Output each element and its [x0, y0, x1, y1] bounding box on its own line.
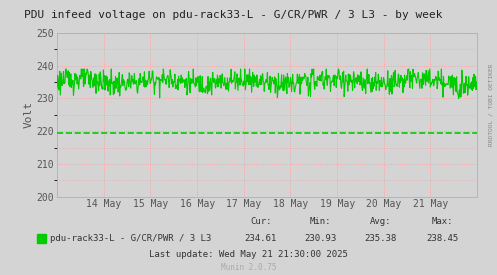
Text: 234.61: 234.61 [245, 234, 277, 243]
Text: Min:: Min: [310, 217, 331, 226]
Text: RRDTOOL / TOBI OETIKER: RRDTOOL / TOBI OETIKER [489, 63, 494, 146]
Text: 238.45: 238.45 [426, 234, 458, 243]
Text: Max:: Max: [431, 217, 453, 226]
Text: 230.93: 230.93 [305, 234, 336, 243]
Text: Avg:: Avg: [369, 217, 391, 226]
Text: Munin 2.0.75: Munin 2.0.75 [221, 263, 276, 272]
Text: Cur:: Cur: [250, 217, 272, 226]
Text: 235.38: 235.38 [364, 234, 396, 243]
Y-axis label: Volt: Volt [24, 101, 34, 128]
Text: Last update: Wed May 21 21:30:00 2025: Last update: Wed May 21 21:30:00 2025 [149, 250, 348, 259]
Text: PDU infeed voltage on pdu-rack33-L - G/CR/PWR / 3 L3 - by week: PDU infeed voltage on pdu-rack33-L - G/C… [24, 10, 443, 20]
Text: pdu-rack33-L - G/CR/PWR / 3 L3: pdu-rack33-L - G/CR/PWR / 3 L3 [50, 234, 211, 243]
